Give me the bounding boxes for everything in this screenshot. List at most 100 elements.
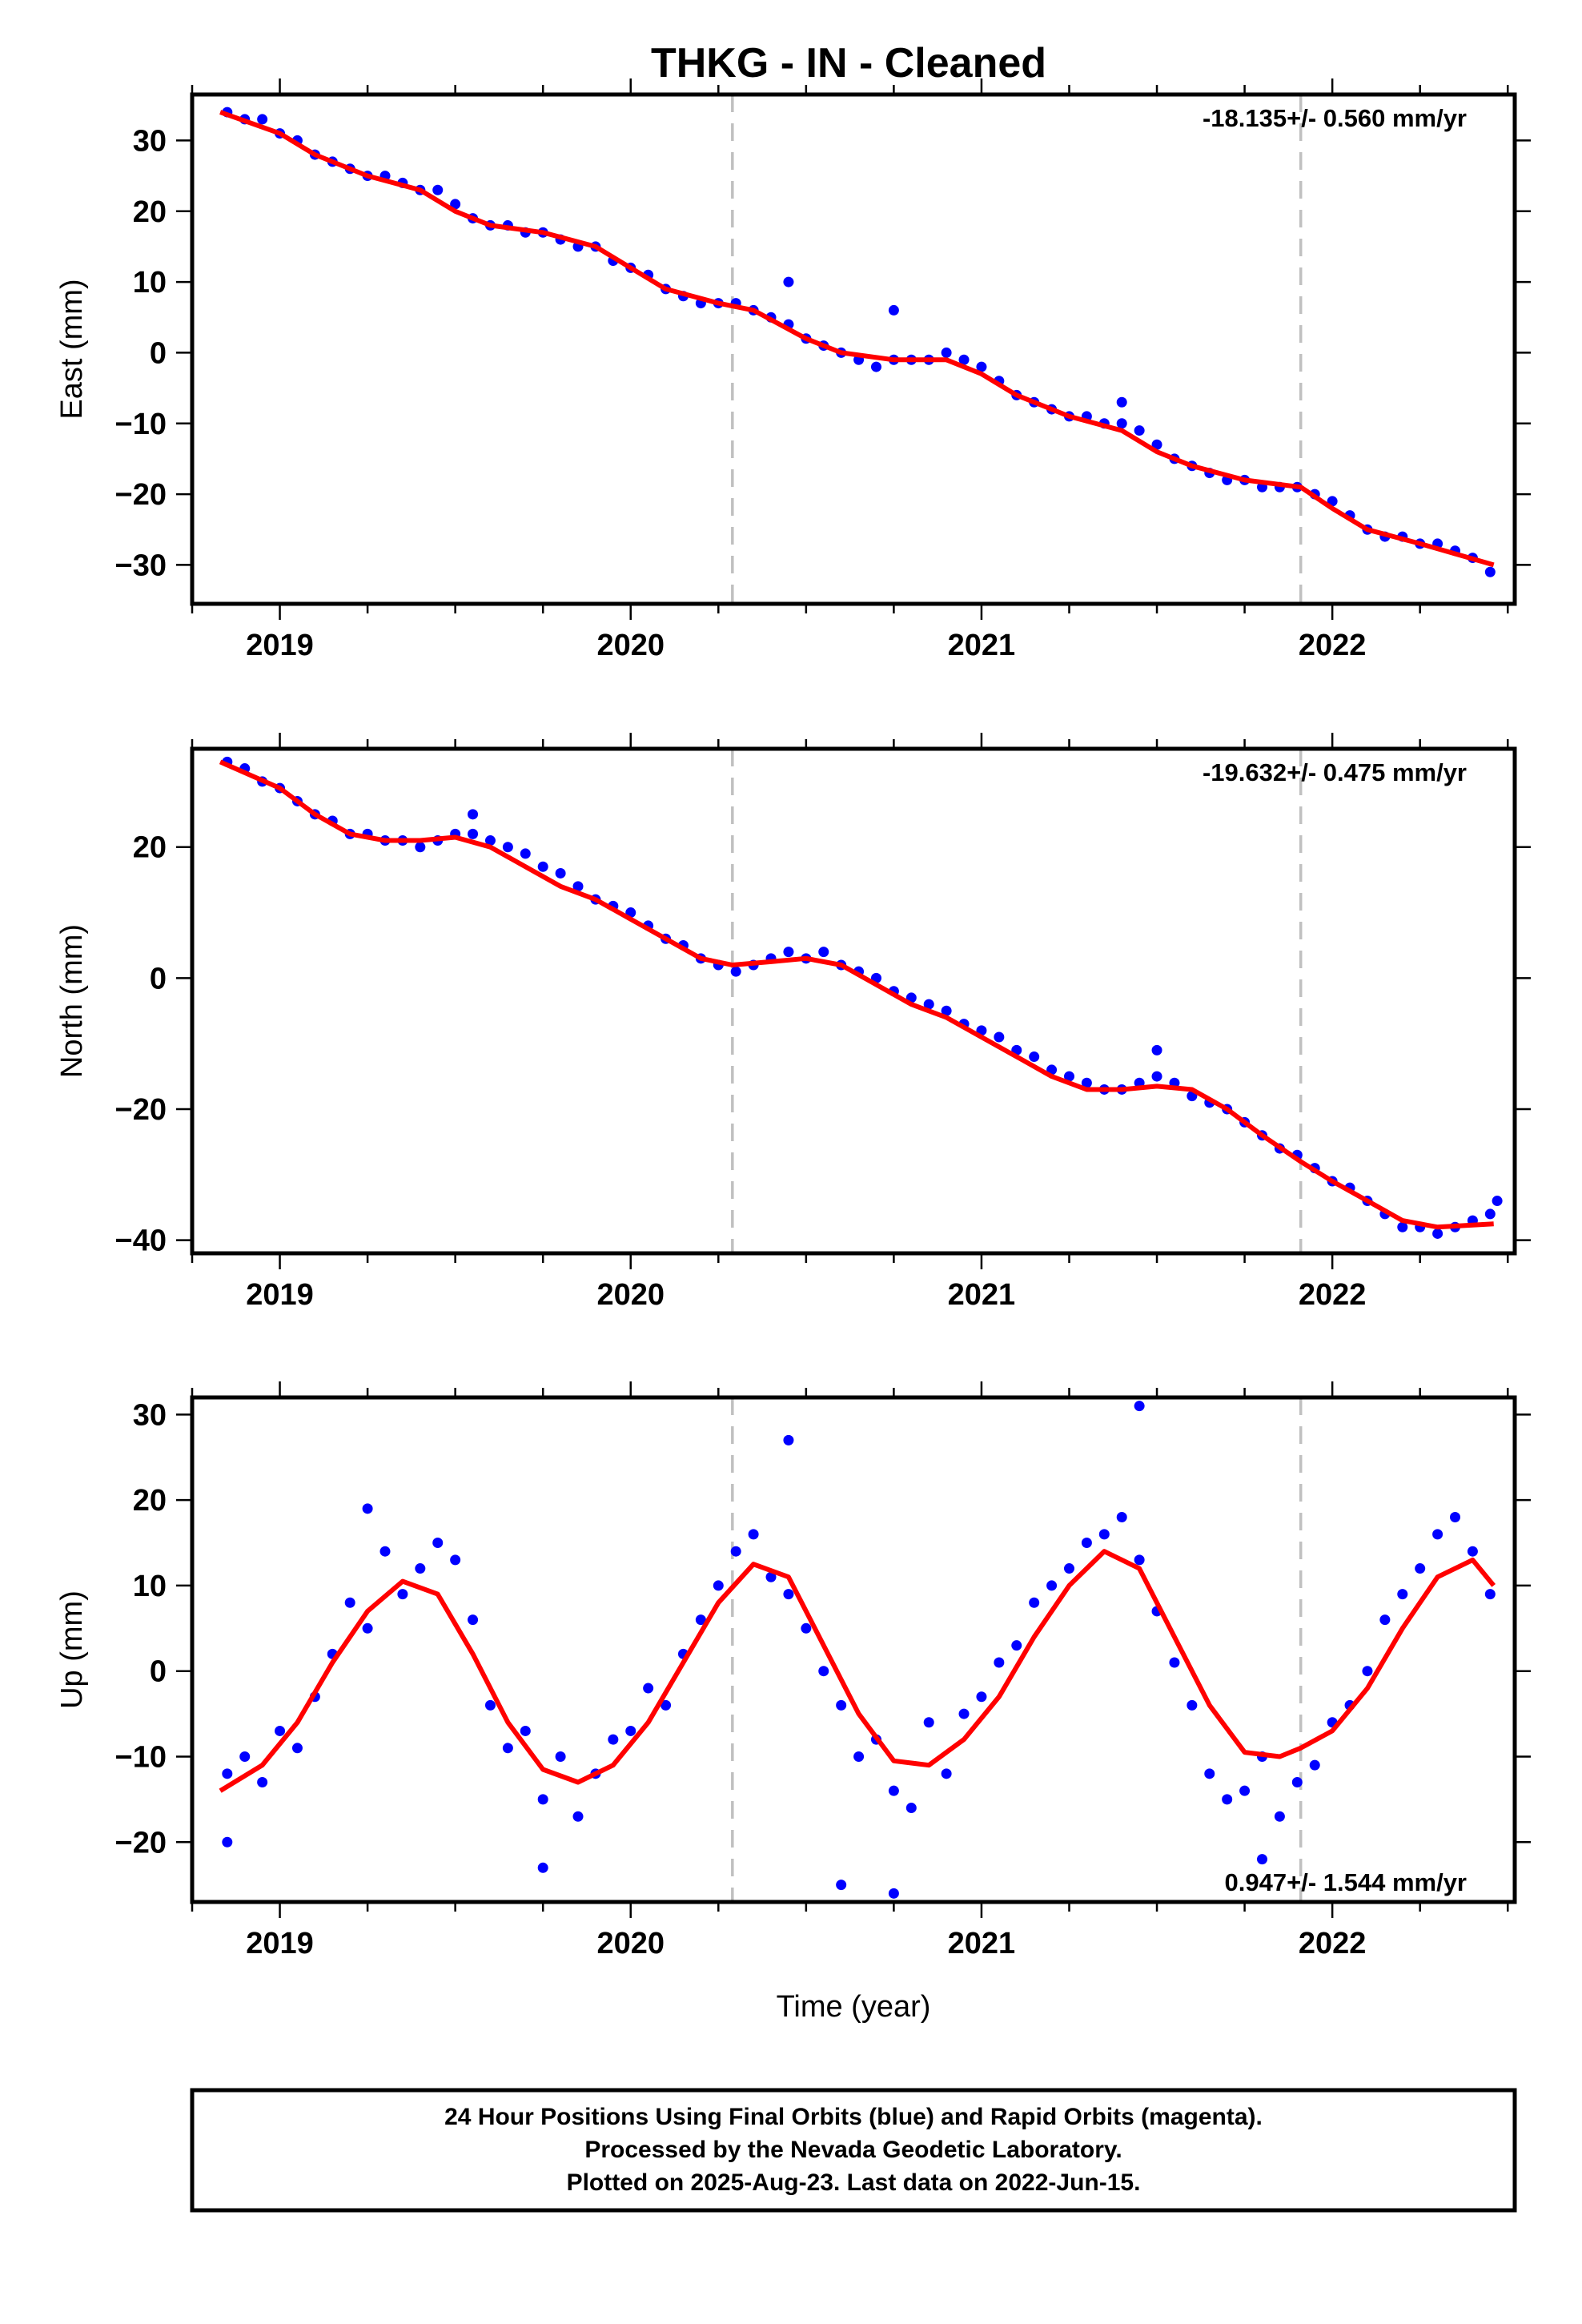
velocity-rate-label: 0.947+/- 1.544 mm/yr	[1225, 1868, 1467, 1896]
fit-line	[219, 110, 1495, 568]
data-point	[275, 1725, 286, 1736]
data-point	[888, 304, 899, 316]
data-point	[1432, 1529, 1443, 1540]
data-point	[468, 1614, 479, 1626]
data-point	[958, 354, 970, 365]
velocity-rate-label: -19.632+/- 0.475 mm/yr	[1203, 758, 1467, 786]
data-point	[1116, 1511, 1127, 1522]
data-point	[941, 1005, 952, 1016]
data-point	[1098, 1529, 1110, 1540]
data-point	[362, 1622, 373, 1634]
data-point	[537, 1862, 548, 1873]
data-point	[1450, 1511, 1461, 1522]
data-point	[1432, 1228, 1443, 1239]
data-point	[1484, 1208, 1496, 1220]
x-axis-label: Time (year)	[777, 1990, 931, 2024]
data-point	[783, 947, 794, 958]
data-point	[484, 1699, 496, 1711]
x-tick-label: 2019	[246, 1278, 314, 1312]
data-point	[257, 114, 268, 125]
data-point	[1239, 1785, 1251, 1796]
data-point	[1309, 1759, 1320, 1771]
data-point	[905, 1803, 917, 1814]
chart-panel-3: 2019 2020 2021 2022 30 20 10 0 −10 −20 Up (mm) Time…	[55, 1381, 1531, 2024]
x-tick-label: 2021	[948, 629, 1016, 662]
data-point	[1116, 396, 1127, 408]
data-point	[1151, 1044, 1162, 1055]
x-tick-label: 2020	[596, 629, 665, 662]
data-point	[415, 842, 426, 853]
data-point	[976, 361, 987, 372]
data-point	[432, 1538, 444, 1549]
data-point	[1291, 1777, 1303, 1788]
y-tick-label: 20	[133, 195, 167, 229]
data-point	[801, 1622, 812, 1634]
data-point	[748, 1529, 759, 1540]
data-point	[291, 1743, 303, 1754]
y-tick-label: −20	[115, 478, 167, 512]
footer-frame	[190, 2088, 1517, 2213]
x-tick-label: 2022	[1299, 629, 1367, 662]
data-point	[1063, 1563, 1074, 1574]
data-point	[818, 1666, 829, 1677]
footer-box: 24 Hour Positions Using Final Orbits (bl…	[190, 2088, 1517, 2213]
data-point	[572, 881, 584, 892]
data-point	[1029, 1597, 1040, 1608]
data-point	[976, 1691, 987, 1703]
data-point	[958, 1708, 970, 1719]
data-point	[888, 1785, 899, 1796]
data-point	[923, 1717, 934, 1728]
data-point	[1186, 1699, 1198, 1711]
data-point	[643, 1683, 654, 1694]
footer-line-1: 24 Hour Positions Using Final Orbits (bl…	[444, 2104, 1263, 2130]
data-point	[836, 1699, 847, 1711]
y-tick-label: 10	[133, 266, 167, 300]
data-point	[783, 1434, 794, 1445]
data-point	[765, 1571, 777, 1582]
data-point	[1492, 1196, 1503, 1207]
data-point	[713, 1580, 724, 1591]
data-point	[994, 1657, 1005, 1668]
data-point	[520, 848, 531, 859]
data-point	[1256, 1854, 1267, 1865]
data-point	[1116, 418, 1127, 429]
data-point	[450, 199, 461, 210]
x-tick-label: 2020	[596, 1927, 665, 1960]
data-point	[625, 1725, 636, 1736]
data-point	[520, 1725, 531, 1736]
footer-line-3: Plotted on 2025-Aug-23. Last data on 202…	[567, 2169, 1141, 2196]
data-point	[1397, 1589, 1408, 1600]
data-points	[222, 1401, 1496, 1899]
data-point	[537, 1794, 548, 1805]
data-point	[1274, 1811, 1285, 1822]
data-point	[502, 1743, 513, 1754]
data-point	[1134, 1554, 1145, 1566]
y-tick-label: 0	[150, 1655, 167, 1689]
data-point	[257, 1777, 268, 1788]
y-tick-label: −30	[115, 549, 167, 582]
y-tick-label: −20	[115, 1093, 167, 1127]
data-point	[468, 828, 479, 839]
x-tick-label: 2022	[1299, 1278, 1367, 1312]
y-axis-label: North (mm)	[55, 924, 89, 1078]
chart-panel-2: 2019 2020 2021 2022 20 0 −20 −40 North (mm) -19.6…	[55, 733, 1531, 1312]
fit-line	[219, 759, 1494, 1230]
data-point	[432, 184, 444, 195]
data-point	[923, 999, 934, 1010]
data-point	[450, 1554, 461, 1566]
data-point	[1379, 1614, 1391, 1626]
y-tick-label: −10	[115, 408, 167, 441]
data-point	[362, 1503, 373, 1514]
data-point	[1063, 1071, 1074, 1082]
data-point	[695, 1614, 706, 1626]
data-point	[239, 1751, 251, 1762]
data-point	[888, 1888, 899, 1899]
y-axis-label: Up (mm)	[55, 1590, 89, 1709]
chart-panel-1: 2019 2020 2021 2022 30 20 10 0 −10 −20 −30 East (mm…	[55, 78, 1531, 662]
data-point	[1204, 1768, 1215, 1779]
data-point	[1484, 1589, 1496, 1600]
x-tick-label: 2019	[246, 629, 314, 662]
y-tick-label: 0	[150, 336, 167, 370]
